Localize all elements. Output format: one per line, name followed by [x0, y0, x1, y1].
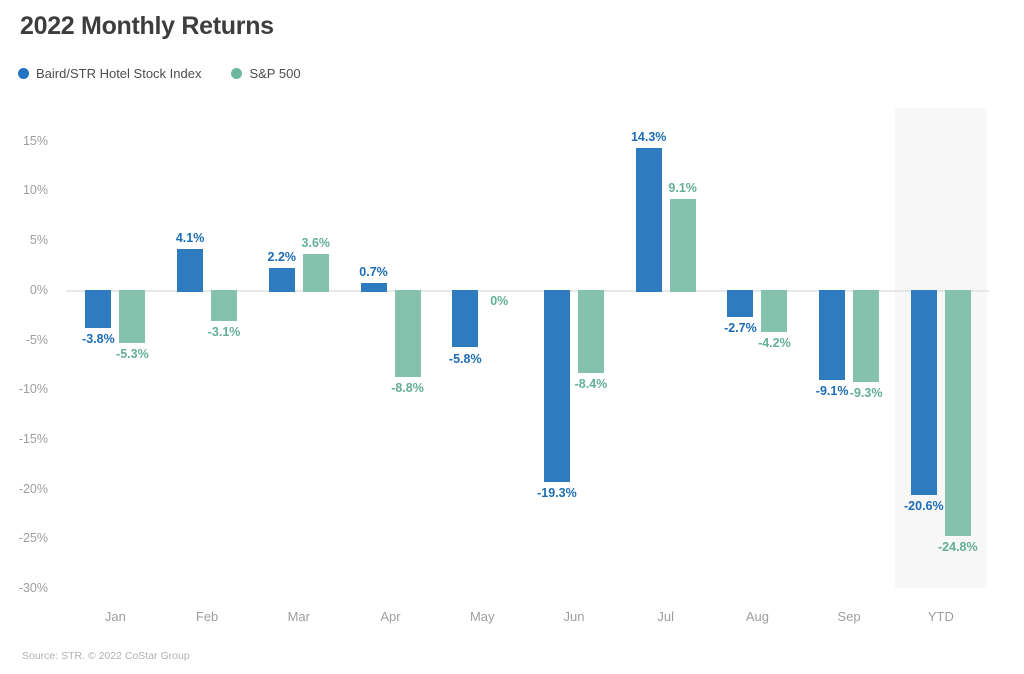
y-axis-tick-neg25: -25%	[18, 531, 48, 546]
legend-label-sp500: S&P 500	[249, 66, 301, 81]
bar-value-label-baird-may: -5.8%	[448, 351, 482, 366]
bar-value-label-baird-jan: -3.8%	[82, 331, 115, 346]
bar-value-label-baird-jul: 14.3%	[630, 129, 667, 144]
legend-label-baird: Baird/STR Hotel Stock Index	[36, 66, 202, 81]
y-axis-tick-neg20: -20%	[18, 481, 48, 496]
bar-value-label-baird-sep: -9.1%	[815, 384, 849, 399]
bar-value-label-sp500-may: 0%	[490, 293, 509, 308]
x-axis-label-jul: Jul	[657, 609, 674, 624]
y-axis-tick-neg30: -30%	[18, 581, 48, 595]
bar-sp500-sep	[853, 289, 880, 383]
bar-baird-mar	[268, 268, 295, 292]
bar-baird-apr	[360, 282, 387, 292]
bar-value-label-sp500-mar: 3.6%	[301, 236, 331, 251]
bar-baird-may	[452, 289, 479, 348]
bar-baird-jan	[85, 289, 112, 328]
x-axis-label-feb: Feb	[195, 609, 219, 624]
bar-value-label-sp500-aug: -4.2%	[758, 335, 791, 350]
chart-title: 2022 Monthly Returns	[20, 12, 274, 40]
bar-value-label-baird-apr: 0.7%	[359, 264, 388, 279]
x-axis-label-sep: Sep	[837, 609, 861, 624]
y-axis-tick-5: 5%	[29, 233, 48, 248]
x-axis-label-may: May	[469, 609, 495, 624]
bar-sp500-jan	[119, 289, 146, 343]
x-axis-label-jun: Jun	[563, 609, 585, 624]
y-axis-tick-0: 0%	[29, 282, 48, 297]
x-axis-label-jan: Jan	[104, 609, 126, 624]
y-axis-tick-10: 10%	[22, 183, 48, 198]
bar-sp500-jul	[669, 199, 696, 292]
bar-value-label-baird-feb: 4.1%	[175, 231, 205, 246]
bar-value-label-baird-aug: -2.7%	[724, 320, 757, 335]
source-note: Source: STR. © 2022 CoStar Group	[22, 650, 190, 662]
x-axis-label-aug: Aug	[745, 609, 769, 624]
y-axis-tick-neg10: -10%	[18, 382, 48, 397]
x-axis-label-ytd: YTD	[927, 609, 954, 624]
bar-baird-jul	[635, 147, 662, 292]
legend-item-baird: Baird/STR Hotel Stock Index	[18, 66, 201, 81]
bar-sp500-jun	[577, 289, 604, 374]
bar-value-label-sp500-jun: -8.4%	[574, 377, 608, 392]
bar-value-label-sp500-apr: -8.8%	[391, 381, 424, 396]
ytd-highlight-band	[894, 108, 987, 588]
bar-value-label-sp500-sep: -9.3%	[849, 386, 883, 401]
bar-baird-feb	[177, 249, 204, 292]
bar-value-label-baird-ytd: -20.6%	[904, 498, 944, 513]
bar-value-label-sp500-feb: -3.1%	[207, 324, 241, 339]
legend-dot-sp500-icon	[231, 68, 243, 79]
bar-value-label-sp500-jul: 9.1%	[668, 181, 697, 196]
legend: Baird/STR Hotel Stock Index S&P 500	[18, 66, 301, 81]
bar-sp500-ytd	[944, 289, 971, 537]
bar-value-label-baird-mar: 2.2%	[267, 250, 297, 264]
bar-sp500-mar	[302, 254, 329, 292]
bar-baird-jun	[543, 289, 570, 482]
bar-baird-sep	[819, 289, 846, 381]
zero-baseline	[66, 289, 990, 292]
x-axis-label-mar: Mar	[287, 609, 310, 624]
y-axis-tick-15: 15%	[22, 133, 48, 148]
x-axis-label-apr: Apr	[380, 609, 401, 624]
bar-baird-aug	[727, 289, 754, 317]
y-axis-tick-neg15: -15%	[18, 431, 48, 446]
bar-value-label-sp500-ytd: -24.8%	[938, 540, 978, 555]
bar-sp500-feb	[211, 289, 238, 321]
legend-item-sp500: S&P 500	[231, 66, 301, 81]
bar-value-label-sp500-jan: -5.3%	[116, 346, 149, 361]
bar-sp500-apr	[394, 289, 421, 378]
bar-value-label-baird-jun: -19.3%	[537, 485, 577, 500]
bar-baird-ytd	[910, 289, 937, 495]
legend-dot-baird-icon	[18, 68, 29, 79]
y-axis-tick-neg5: -5%	[25, 332, 48, 347]
bar-sp500-aug	[761, 289, 788, 332]
